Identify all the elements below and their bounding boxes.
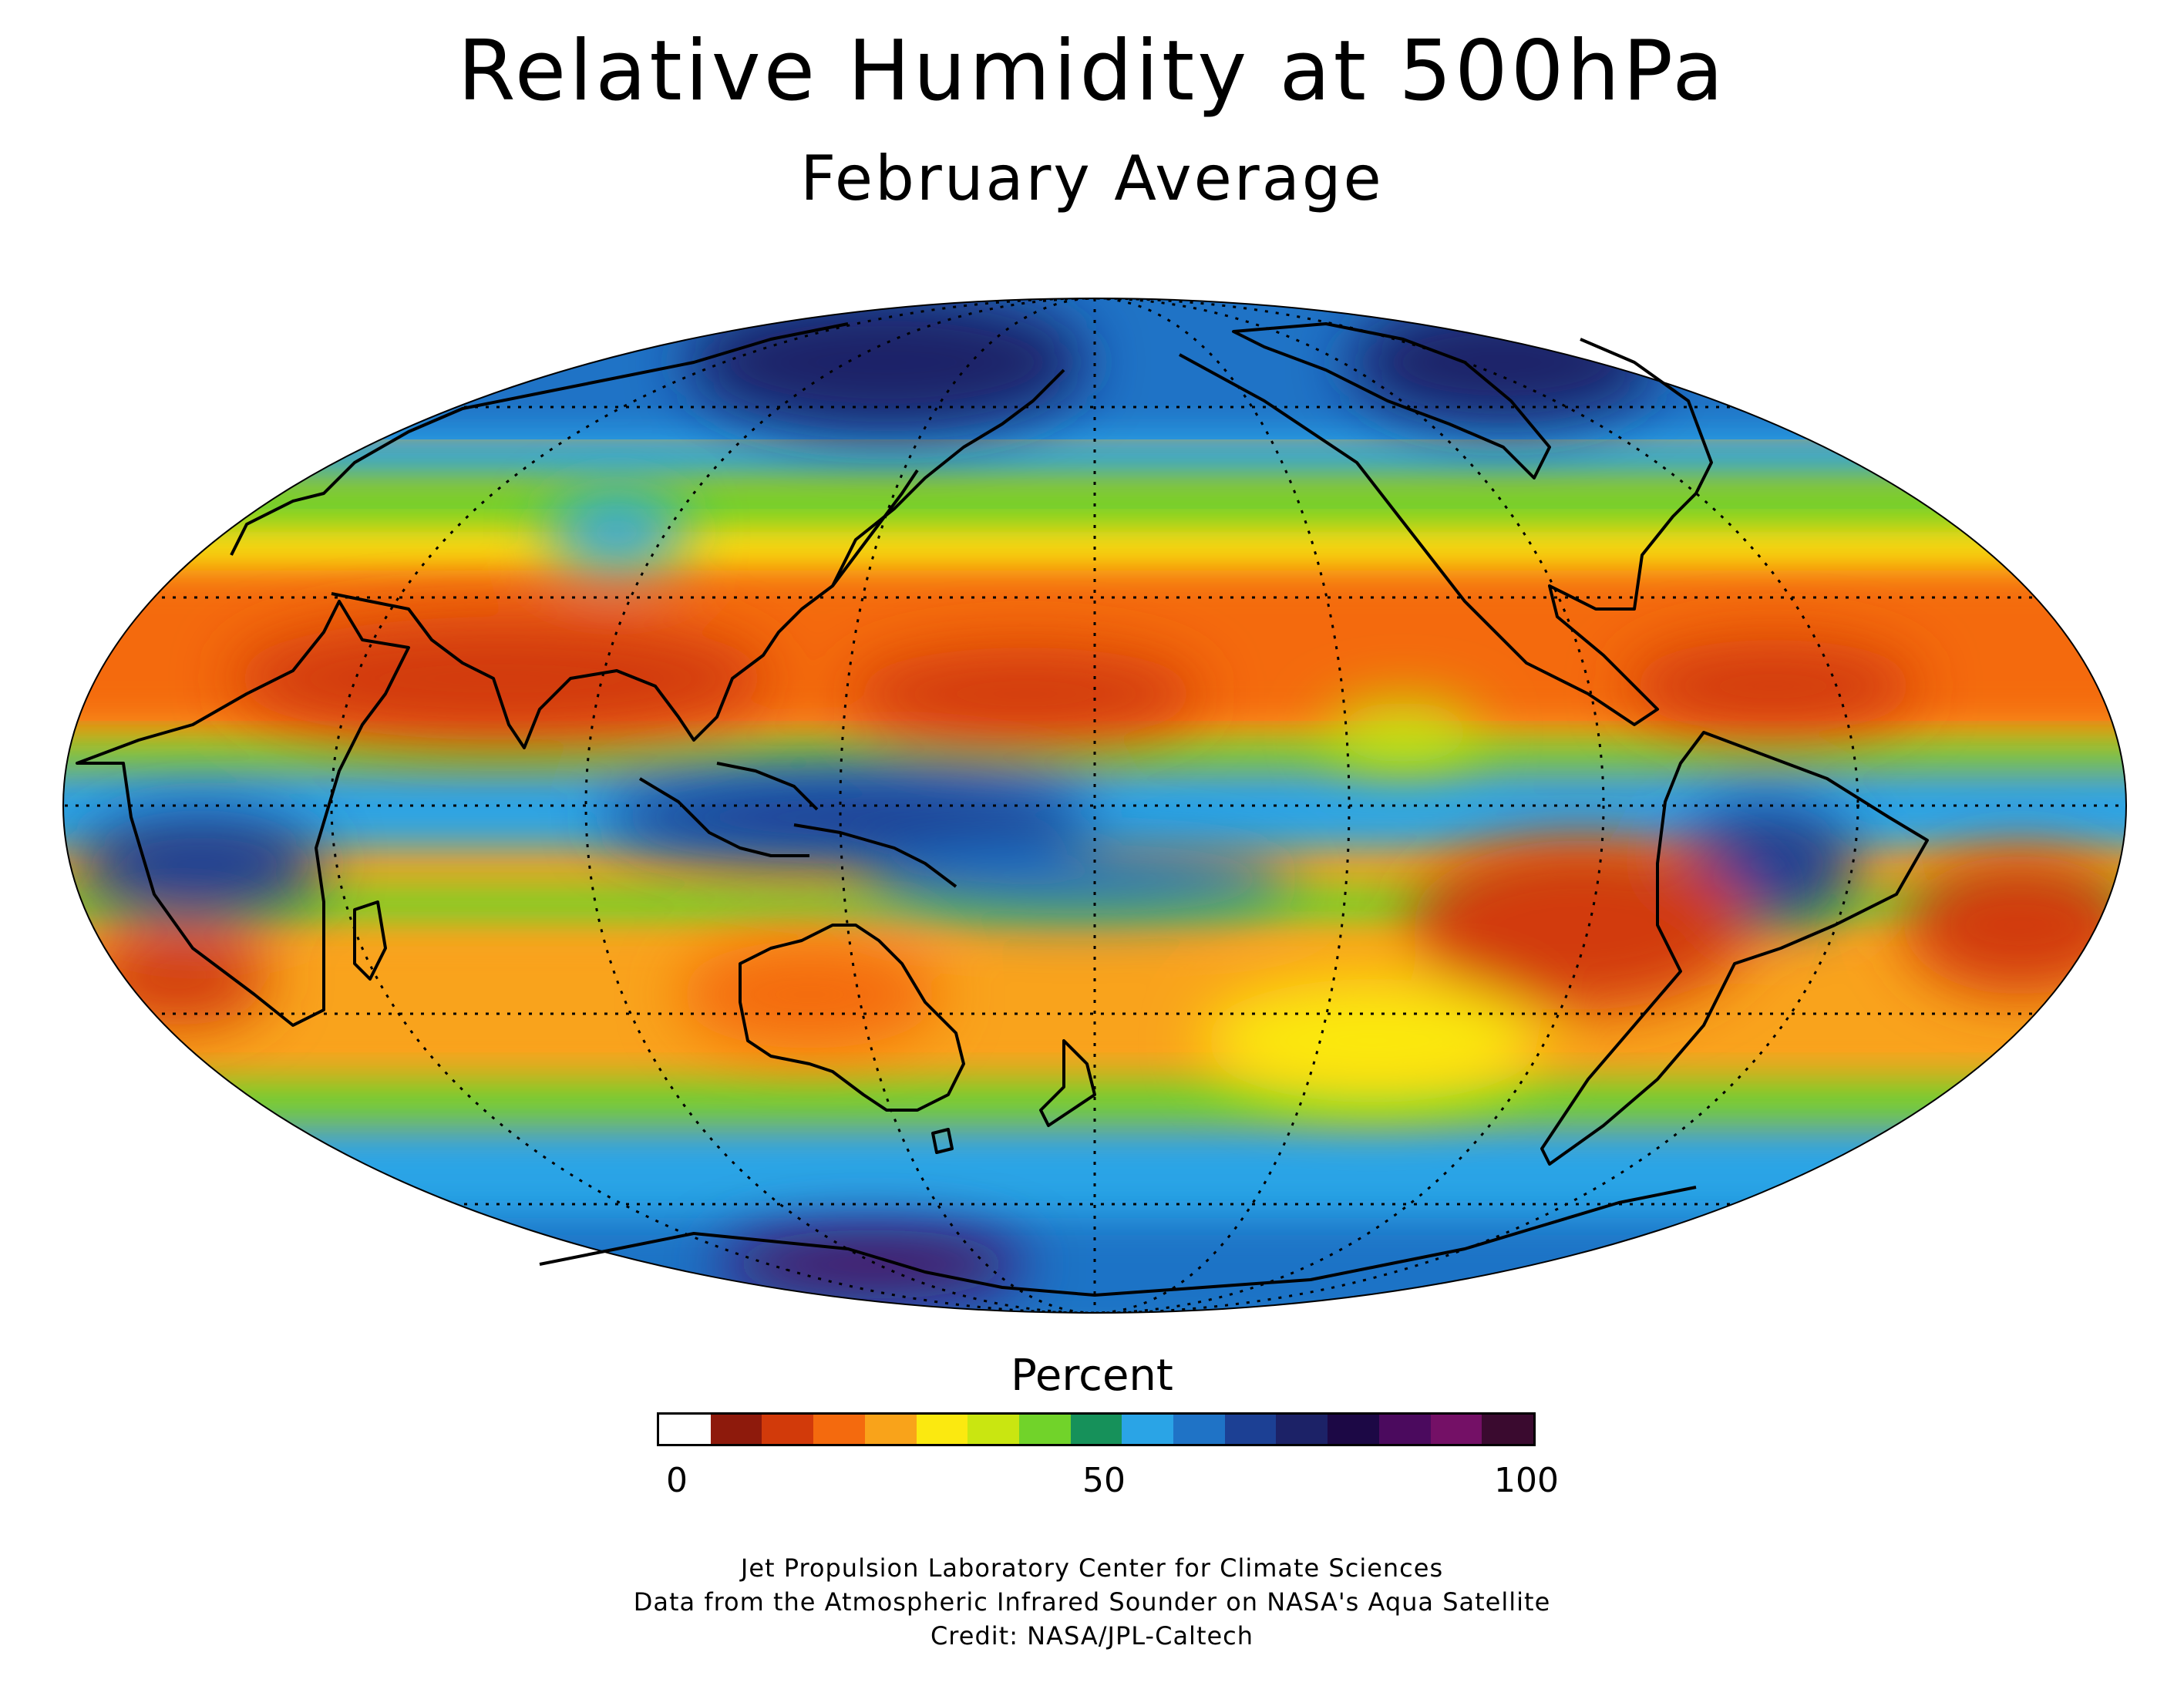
colorbar-swatch bbox=[1430, 1415, 1482, 1444]
colorbar-swatch bbox=[1378, 1415, 1431, 1444]
colorbar-swatch bbox=[762, 1415, 814, 1444]
humidity-field bbox=[63, 298, 2126, 1313]
credits: Jet Propulsion Laboratory Center for Cli… bbox=[0, 1551, 2184, 1653]
colorbar-swatch bbox=[1482, 1415, 1533, 1444]
colorbar-swatch bbox=[813, 1415, 865, 1444]
humidity-map bbox=[62, 298, 2127, 1314]
colorbar-swatch bbox=[1224, 1415, 1277, 1444]
graticule bbox=[63, 298, 2126, 1313]
map-border bbox=[62, 298, 2127, 1314]
map-title: Relative Humidity at 500hPa bbox=[457, 23, 1727, 119]
colorbar-swatch bbox=[710, 1415, 762, 1444]
colorbar-swatch bbox=[1173, 1415, 1225, 1444]
coastlines bbox=[76, 322, 1929, 1297]
credit-line-1: Jet Propulsion Laboratory Center for Cli… bbox=[740, 1553, 1444, 1583]
credit-line-3: Credit: NASA/JPL-Caltech bbox=[930, 1621, 1254, 1651]
colorbar-title: Percent bbox=[1011, 1351, 1173, 1401]
credit-line-2: Data from the Atmospheric Infrared Sound… bbox=[633, 1587, 1551, 1617]
colorbar-swatch bbox=[1276, 1415, 1328, 1444]
colorbar-swatch bbox=[1018, 1415, 1071, 1444]
colorbar-tick-100: 100 bbox=[1494, 1461, 1559, 1500]
colorbar-swatch bbox=[659, 1415, 711, 1444]
map-subtitle: February Average bbox=[800, 143, 1384, 214]
colorbar-swatch bbox=[1070, 1415, 1122, 1444]
colorbar bbox=[657, 1412, 1536, 1446]
colorbar-swatch bbox=[1328, 1415, 1379, 1444]
colorbar-swatch bbox=[864, 1415, 917, 1444]
colorbar-tick-0: 0 bbox=[666, 1461, 688, 1500]
colorbar-swatch bbox=[1122, 1415, 1174, 1444]
colorbar-swatch bbox=[967, 1415, 1019, 1444]
colorbar-swatch bbox=[916, 1415, 968, 1444]
colorbar-tick-50: 50 bbox=[1082, 1461, 1126, 1500]
